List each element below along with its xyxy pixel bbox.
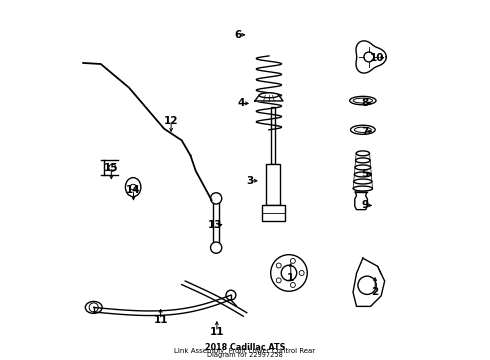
Text: 1: 1	[287, 273, 294, 283]
Text: 13: 13	[208, 220, 222, 230]
Circle shape	[211, 193, 222, 204]
Circle shape	[226, 290, 236, 300]
Text: 10: 10	[369, 53, 384, 63]
Circle shape	[276, 278, 281, 283]
Ellipse shape	[354, 179, 372, 184]
Ellipse shape	[353, 186, 372, 191]
Ellipse shape	[350, 96, 376, 105]
Bar	[267, 164, 280, 206]
Circle shape	[299, 270, 304, 275]
Ellipse shape	[85, 301, 102, 314]
Ellipse shape	[130, 184, 137, 190]
Text: 5: 5	[361, 169, 368, 179]
Text: 9: 9	[361, 201, 368, 210]
Circle shape	[109, 164, 116, 171]
Ellipse shape	[259, 93, 279, 98]
Text: 4: 4	[238, 98, 245, 108]
Bar	[213, 198, 219, 248]
Text: 3: 3	[246, 176, 254, 186]
Circle shape	[291, 258, 295, 264]
Circle shape	[270, 255, 307, 291]
Bar	[271, 107, 275, 164]
Bar	[262, 206, 285, 221]
Text: 11: 11	[153, 315, 168, 325]
Ellipse shape	[356, 151, 369, 156]
Circle shape	[281, 265, 297, 281]
Circle shape	[130, 184, 136, 190]
Ellipse shape	[350, 125, 375, 134]
Text: 14: 14	[126, 185, 141, 195]
Ellipse shape	[353, 98, 372, 103]
Text: 12: 12	[164, 116, 178, 126]
Text: 2: 2	[371, 287, 379, 297]
Ellipse shape	[354, 127, 371, 132]
Text: Diagram for 22997258: Diagram for 22997258	[207, 352, 283, 359]
Text: 11: 11	[210, 327, 224, 337]
Circle shape	[291, 283, 295, 288]
Text: 6: 6	[234, 30, 242, 40]
Ellipse shape	[356, 158, 370, 163]
Text: 7: 7	[361, 127, 368, 136]
Ellipse shape	[354, 172, 371, 177]
Text: 2018 Cadillac ATS: 2018 Cadillac ATS	[205, 343, 285, 352]
Circle shape	[364, 52, 374, 62]
Polygon shape	[255, 95, 283, 101]
Text: Link Assembly, Front Lower Control Rear: Link Assembly, Front Lower Control Rear	[174, 348, 316, 354]
Circle shape	[276, 263, 281, 268]
Circle shape	[89, 303, 98, 312]
Ellipse shape	[355, 165, 371, 170]
Ellipse shape	[125, 177, 141, 197]
Circle shape	[358, 276, 376, 294]
Text: 8: 8	[361, 98, 368, 108]
Text: 15: 15	[104, 163, 119, 174]
Circle shape	[211, 242, 222, 253]
